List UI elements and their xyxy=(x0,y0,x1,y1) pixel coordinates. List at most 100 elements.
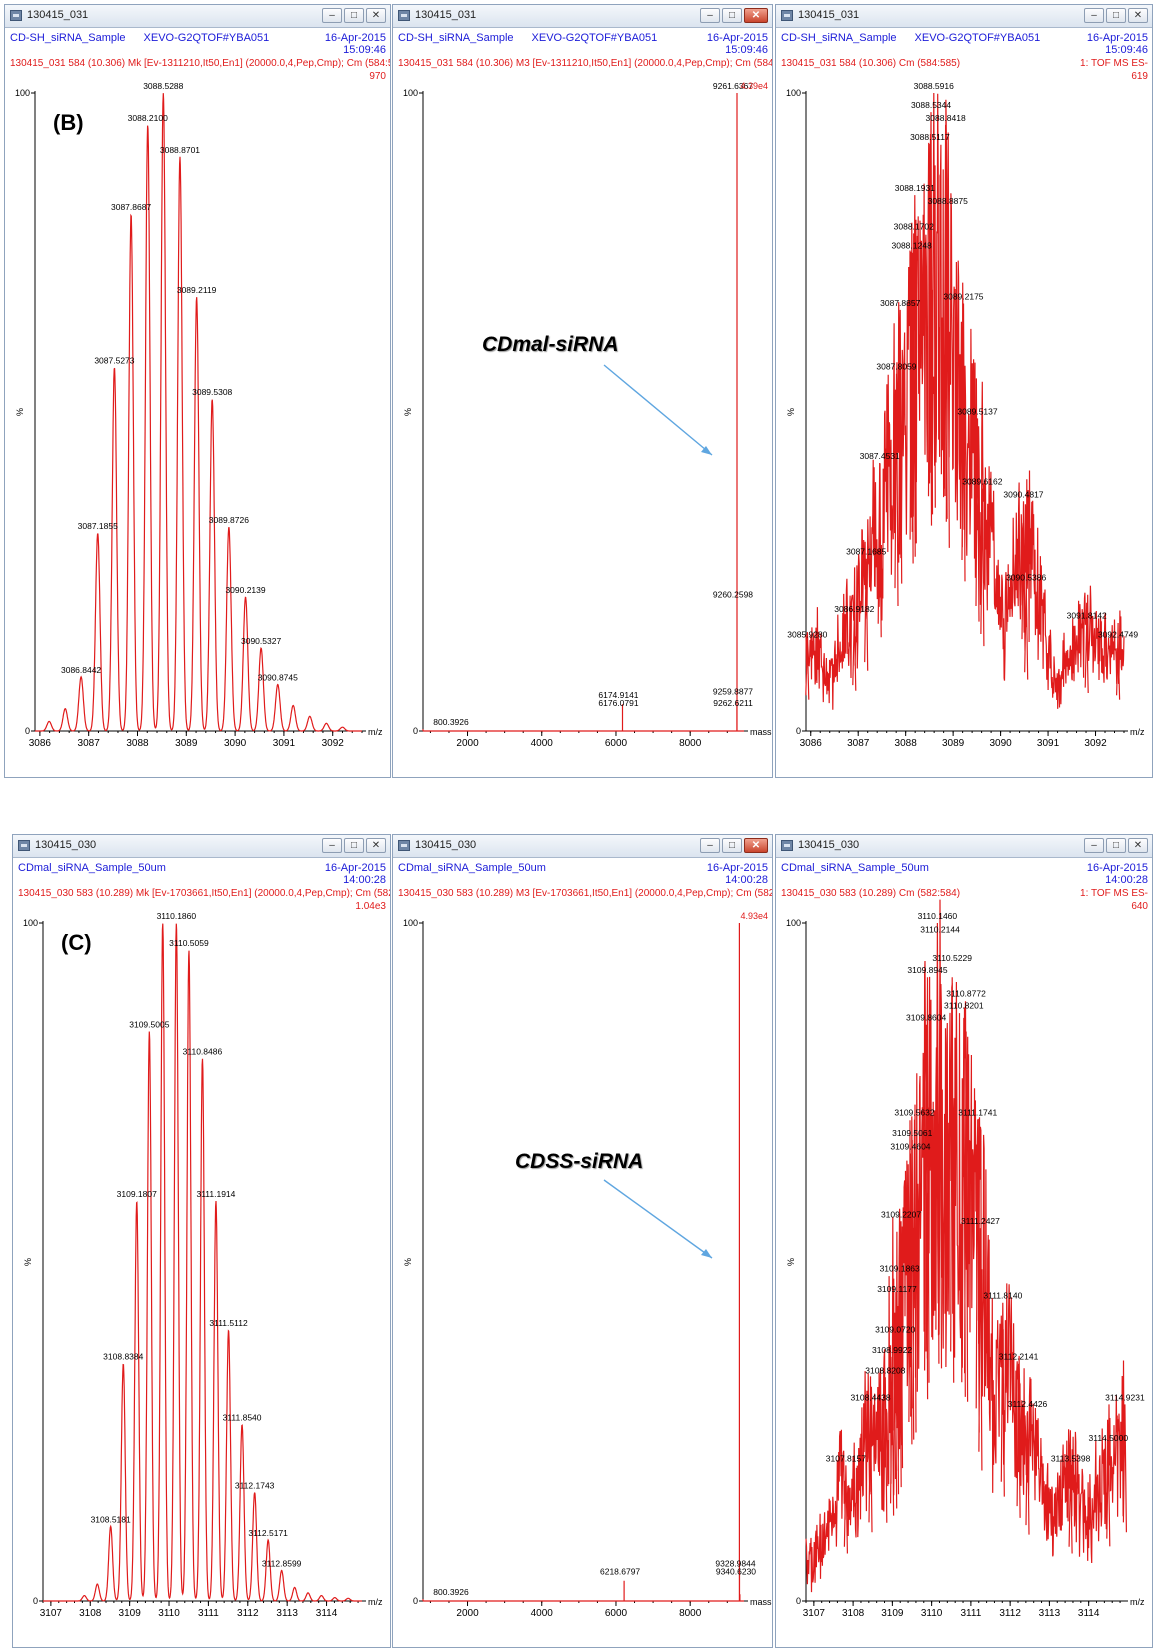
title-bar[interactable]: 130415_030 – □ ✕ xyxy=(13,835,390,858)
date: 16-Apr-2015 xyxy=(324,862,386,874)
peak-label: 3088.1931 xyxy=(895,183,935,193)
callout-cdmal-sirna: CDmal-siRNA xyxy=(482,333,619,356)
maximize-button[interactable]: □ xyxy=(344,838,364,853)
sample-line: CD-SH_siRNA_Sample XEVO-G2QTOF#YBA051 16-A… xyxy=(10,32,386,44)
maximize-button[interactable]: □ xyxy=(722,8,742,23)
x-tick-label: 6000 xyxy=(605,738,628,749)
peak-label: 3110.1460 xyxy=(918,911,958,921)
instrument-name: XEVO-G2QTOF#YBA051 xyxy=(143,32,270,44)
panel-label-c: (C) xyxy=(61,930,92,955)
peak-label: 3087.5273 xyxy=(94,355,134,365)
scan-info: 130415_031 584 (10.306) Cm (584:585) xyxy=(781,58,961,69)
peak-label: 3088.8875 xyxy=(928,196,968,206)
minimize-button[interactable]: – xyxy=(322,8,342,23)
time: 14:00:28 xyxy=(343,874,386,886)
sample-line: CDmal_siRNA_Sample_50um 16-Apr-2015 xyxy=(18,862,386,874)
peak-label: 3089.5308 xyxy=(192,387,232,397)
peak-label: 3087.8059 xyxy=(876,362,916,372)
peak-label: 3109.1863 xyxy=(880,1264,920,1274)
spectrum-trace xyxy=(805,92,1125,710)
sample-name: CD-SH_siRNA_Sample xyxy=(781,32,897,44)
window-title: 130415_031 xyxy=(798,9,860,21)
minimize-button[interactable]: – xyxy=(700,8,720,23)
spectrum-window-3: 130415_031 – □ ✕ CD-SH_siRNA_Sample XEVO-G2… xyxy=(775,4,1153,778)
title-bar[interactable]: 130415_030 – □ ✕ xyxy=(393,835,772,858)
spectrum-plot-4: 100 0% 3107 3108 3109 3110 3111 3112 3113 3114 m/z… xyxy=(23,911,383,1619)
scan-info: 130415_030 583 (10.289) M3 [Ev-1703661,I… xyxy=(398,888,773,899)
peak-label: 3091.8142 xyxy=(1067,611,1107,621)
title-bar[interactable]: 130415_031 – □ ✕ xyxy=(776,5,1152,28)
peak-label: 3112.5171 xyxy=(248,1528,288,1538)
peak-label: 3111.1914 xyxy=(196,1189,235,1199)
close-button[interactable]: ✕ xyxy=(1128,838,1148,853)
peak-label: 3109.0720 xyxy=(875,1325,915,1335)
maximize-button[interactable]: □ xyxy=(1106,8,1126,23)
peak-label: 3108.8384 xyxy=(103,1352,143,1362)
y-axis-label: % xyxy=(23,1258,33,1266)
peak-label: 3088.8701 xyxy=(160,145,200,155)
peak-label: 3108.5181 xyxy=(91,1514,131,1524)
peak-label: 3090.5386 xyxy=(1006,572,1046,582)
peak-label: 3092.4749 xyxy=(1098,630,1138,640)
spectrum-plot-2: 100 0% 2000 4000 6000 8000 mass 800.3926 6174.91… xyxy=(403,81,772,749)
spectrum-plot-5: 100 0% 2000 4000 6000 8000 mass 800.3926 6218.67… xyxy=(403,911,772,1619)
x-axis-label: m/z xyxy=(1130,1597,1145,1607)
y-tick-label: 100 xyxy=(786,88,801,98)
spectrum-window-4: 130415_030 – □ ✕ CDmal_siRNA_Sample_50um 16… xyxy=(12,834,391,1648)
intensity-value: 640 xyxy=(1131,901,1148,912)
peak-label: 3088.8418 xyxy=(926,113,966,123)
title-bar[interactable]: 130415_030 – □ ✕ xyxy=(776,835,1152,858)
peak-label: 3088.5344 xyxy=(911,100,951,110)
x-tick-label: 3110 xyxy=(921,1608,943,1619)
window-title: 130415_030 xyxy=(35,839,97,851)
peak-label: 3089.5137 xyxy=(957,406,997,416)
peak-label: 3086.9182 xyxy=(834,604,874,614)
window-title: 130415_031 xyxy=(415,9,477,21)
y-tick-label: 100 xyxy=(15,88,30,98)
maximize-button[interactable]: □ xyxy=(722,838,742,853)
close-button[interactable]: ✕ xyxy=(744,838,768,853)
peak-label: 3111.8140 xyxy=(983,1291,1022,1301)
peak-label: 3086.8442 xyxy=(61,665,101,675)
close-button[interactable]: ✕ xyxy=(366,8,386,23)
peak-label: 3088.5916 xyxy=(914,81,954,91)
peak-label: 3109.5632 xyxy=(894,1108,934,1118)
y-tick-label: 100 xyxy=(786,918,801,928)
scan-info: 130415_031 584 (10.306) Mk [Ev-1311210,I… xyxy=(10,58,391,69)
time: 14:00:28 xyxy=(1105,874,1148,886)
y-tick-label: 0 xyxy=(796,726,801,736)
x-tick-label: 3108 xyxy=(842,1608,865,1619)
y-axis-label: % xyxy=(15,408,25,416)
x-tick-label: 3109 xyxy=(881,1608,904,1619)
peak-label: 3109.1807 xyxy=(117,1189,157,1199)
x-tick-label: 3107 xyxy=(40,1608,63,1619)
peak-label: 3089.8726 xyxy=(209,515,249,525)
close-button[interactable]: ✕ xyxy=(744,8,768,23)
intensity-value: 619 xyxy=(1131,71,1148,82)
maximize-button[interactable]: □ xyxy=(1106,838,1126,853)
time: 15:09:46 xyxy=(1105,44,1148,56)
app-icon xyxy=(10,10,22,21)
maximize-button[interactable]: □ xyxy=(344,8,364,23)
minimize-button[interactable]: – xyxy=(700,838,720,853)
title-bar[interactable]: 130415_031 – □ ✕ xyxy=(393,5,772,28)
peak-label: 3112.8599 xyxy=(262,1558,302,1568)
sample-name: CDmal_siRNA_Sample_50um xyxy=(781,862,929,874)
arrow-head-bottom xyxy=(701,1249,712,1258)
close-button[interactable]: ✕ xyxy=(1128,8,1148,23)
peak-label: 3111.1741 xyxy=(958,1108,997,1118)
peak-label: 3110.1860 xyxy=(157,911,197,921)
minimize-button[interactable]: – xyxy=(322,838,342,853)
spectrum-trace xyxy=(35,93,362,732)
x-tick-label: 8000 xyxy=(679,738,702,749)
peak-label: 3090.2139 xyxy=(225,585,265,595)
minimize-button[interactable]: – xyxy=(1084,838,1104,853)
minimize-button[interactable]: – xyxy=(1084,8,1104,23)
x-tick-label: 3114 xyxy=(316,1608,338,1619)
close-button[interactable]: ✕ xyxy=(366,838,386,853)
title-bar[interactable]: 130415_031 – □ ✕ xyxy=(5,5,390,28)
peak-label: 3087.1855 xyxy=(78,521,118,531)
x-tick-label: 3110 xyxy=(158,1608,180,1619)
spectrum-trace xyxy=(422,923,744,1602)
